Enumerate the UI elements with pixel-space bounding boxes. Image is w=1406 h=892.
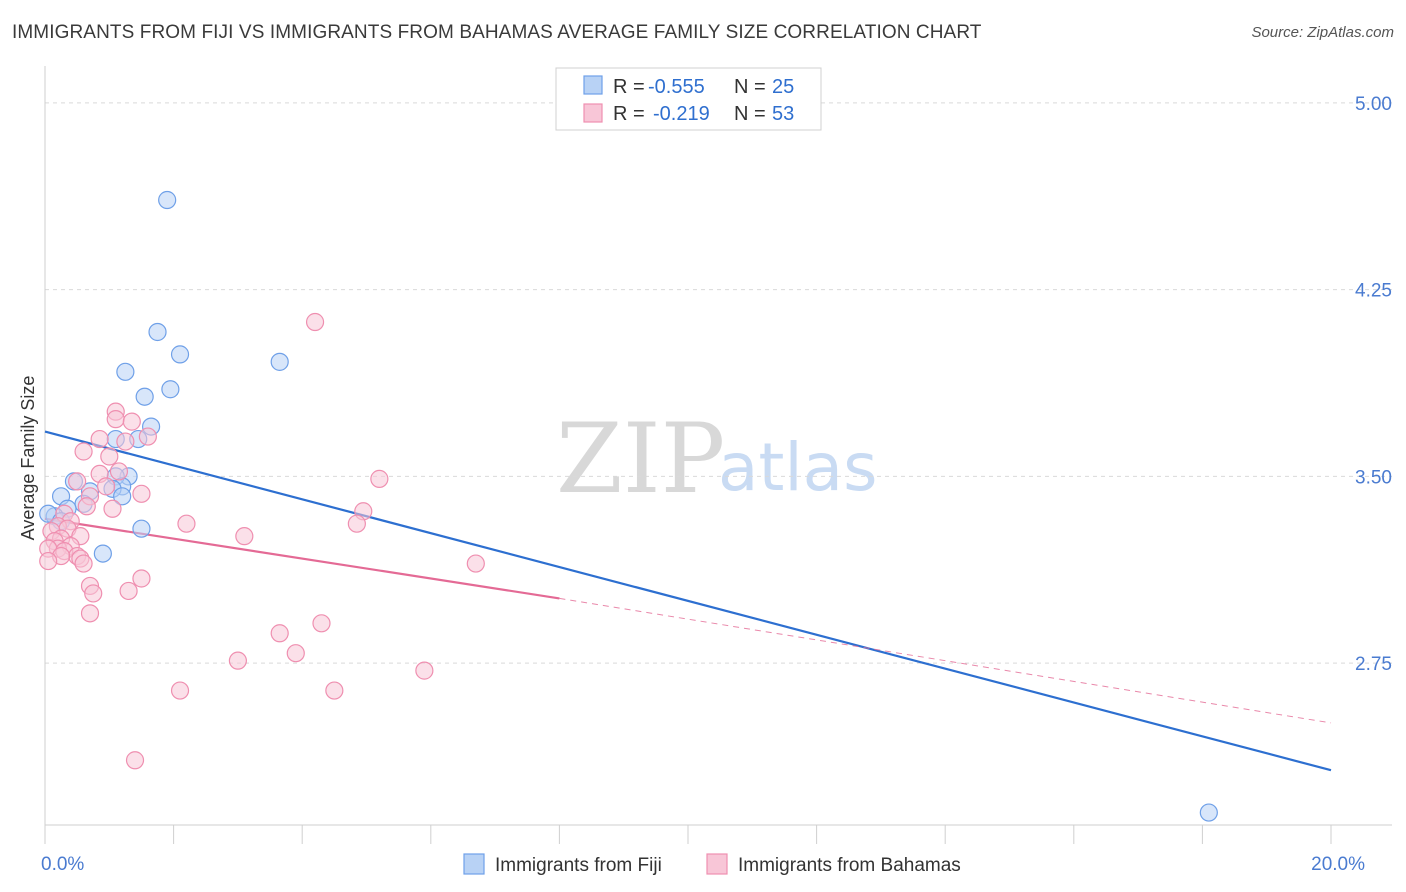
bahamas-point-3 xyxy=(122,412,141,431)
fiji-point-0 xyxy=(158,190,177,210)
source-credit: Source: ZipAtlas.com xyxy=(1251,24,1394,41)
fiji-point-24 xyxy=(93,544,112,563)
fiji-point-3 xyxy=(170,345,190,364)
bahamas-point-6 xyxy=(116,432,135,451)
fiji-point-25 xyxy=(1199,803,1218,822)
bahamas-point-45 xyxy=(312,614,331,633)
bahamas-point-50 xyxy=(170,681,190,700)
bahamas-trend-extension xyxy=(559,597,1332,724)
legend-r-value-fiji: -0.555 xyxy=(648,76,705,98)
bahamas-point-8 xyxy=(100,447,119,466)
y-tick-label-3: 2.75 xyxy=(1355,654,1392,675)
x-tick-label-1: 20.0% xyxy=(1311,854,1365,875)
legend-r-value-bahamas: -0.219 xyxy=(653,103,710,125)
bottom-legend-swatch-bahamas xyxy=(706,853,728,875)
chart-title: IMMIGRANTS FROM FIJI VS IMMIGRANTS FROM … xyxy=(12,22,982,43)
y-tick-labels: 5.00 4.25 3.50 2.75 xyxy=(1355,94,1392,675)
fiji-point-2 xyxy=(161,380,180,399)
bahamas-point-26 xyxy=(235,527,254,546)
bahamas-point-2 xyxy=(106,410,125,429)
legend-n-label-bahamas: N = xyxy=(734,103,766,125)
y-tick-label-1: 4.25 xyxy=(1355,281,1392,302)
bahamas-point-42 xyxy=(119,581,138,601)
watermark: ZIP atlas xyxy=(556,403,878,515)
watermark-atlas: atlas xyxy=(718,429,878,506)
bahamas-trend-line xyxy=(44,517,560,600)
bahamas-point-37 xyxy=(39,551,58,571)
bahamas-point-7 xyxy=(74,442,93,461)
bahamas-point-43 xyxy=(84,584,103,603)
legend-r-label-bahamas: R = xyxy=(613,103,645,125)
legend-n-label-fiji: N = xyxy=(734,76,766,98)
bahamas-point-48 xyxy=(228,651,247,670)
fiji-point-5 xyxy=(135,387,154,406)
fiji-point-23 xyxy=(132,519,151,538)
bottom-legend: Immigrants from Fiji Immigrants from Bah… xyxy=(463,853,961,876)
bahamas-point-40 xyxy=(132,569,151,588)
bahamas-point-4 xyxy=(138,427,157,446)
y-tick-label-0: 5.00 xyxy=(1355,94,1392,115)
bahamas-point-51 xyxy=(325,681,344,700)
y-tick-label-2: 3.50 xyxy=(1355,467,1392,488)
bahamas-point-17 xyxy=(103,499,122,518)
bahamas-point-0 xyxy=(305,312,325,332)
legend-swatch-bahamas xyxy=(583,103,603,123)
bahamas-point-39 xyxy=(466,554,485,573)
legend-swatch-fiji xyxy=(583,75,603,95)
bahamas-point-44 xyxy=(80,604,100,623)
bahamas-point-38 xyxy=(74,554,93,573)
axes xyxy=(44,66,1392,844)
bahamas-point-22 xyxy=(347,514,366,533)
fiji-point-6 xyxy=(270,352,289,371)
fiji-point-17 xyxy=(113,487,132,506)
fiji-point-4 xyxy=(116,362,135,381)
bahamas-point-11 xyxy=(370,469,389,488)
bottom-legend-label-bahamas: Immigrants from Bahamas xyxy=(738,855,961,876)
bottom-legend-swatch-fiji xyxy=(463,853,485,875)
legend-n-value-bahamas: 53 xyxy=(772,103,794,125)
bahamas-point-21 xyxy=(177,514,196,533)
bahamas-point-47 xyxy=(286,644,305,663)
bahamas-point-12 xyxy=(68,472,87,491)
watermark-zip: ZIP xyxy=(556,403,725,515)
bahamas-point-14 xyxy=(132,484,151,503)
bahamas-point-5 xyxy=(90,429,109,449)
x-tick-label-0: 0.0% xyxy=(41,854,84,875)
bahamas-point-9 xyxy=(109,462,129,481)
legend-n-value-fiji: 25 xyxy=(772,76,794,98)
gridlines xyxy=(45,102,1392,664)
bahamas-point-13 xyxy=(96,477,116,496)
y-axis-label: Average Family Size xyxy=(18,376,38,541)
bahamas-point-46 xyxy=(270,624,289,643)
bottom-legend-label-fiji: Immigrants from Fiji xyxy=(495,855,662,876)
x-tick-labels: 0.0% 20.0% xyxy=(41,854,1365,875)
data-points xyxy=(39,190,1218,822)
fiji-trend-line xyxy=(44,430,1332,772)
legend-r-label-fiji: R = xyxy=(613,76,645,98)
bahamas-point-49 xyxy=(415,661,434,680)
legend-box: R = -0.555 N = 25 R = -0.219 N = 53 xyxy=(555,67,822,131)
trend-lines xyxy=(44,430,1332,772)
bahamas-point-16 xyxy=(77,497,96,516)
bahamas-point-52 xyxy=(125,751,145,770)
fiji-point-1 xyxy=(148,322,167,342)
